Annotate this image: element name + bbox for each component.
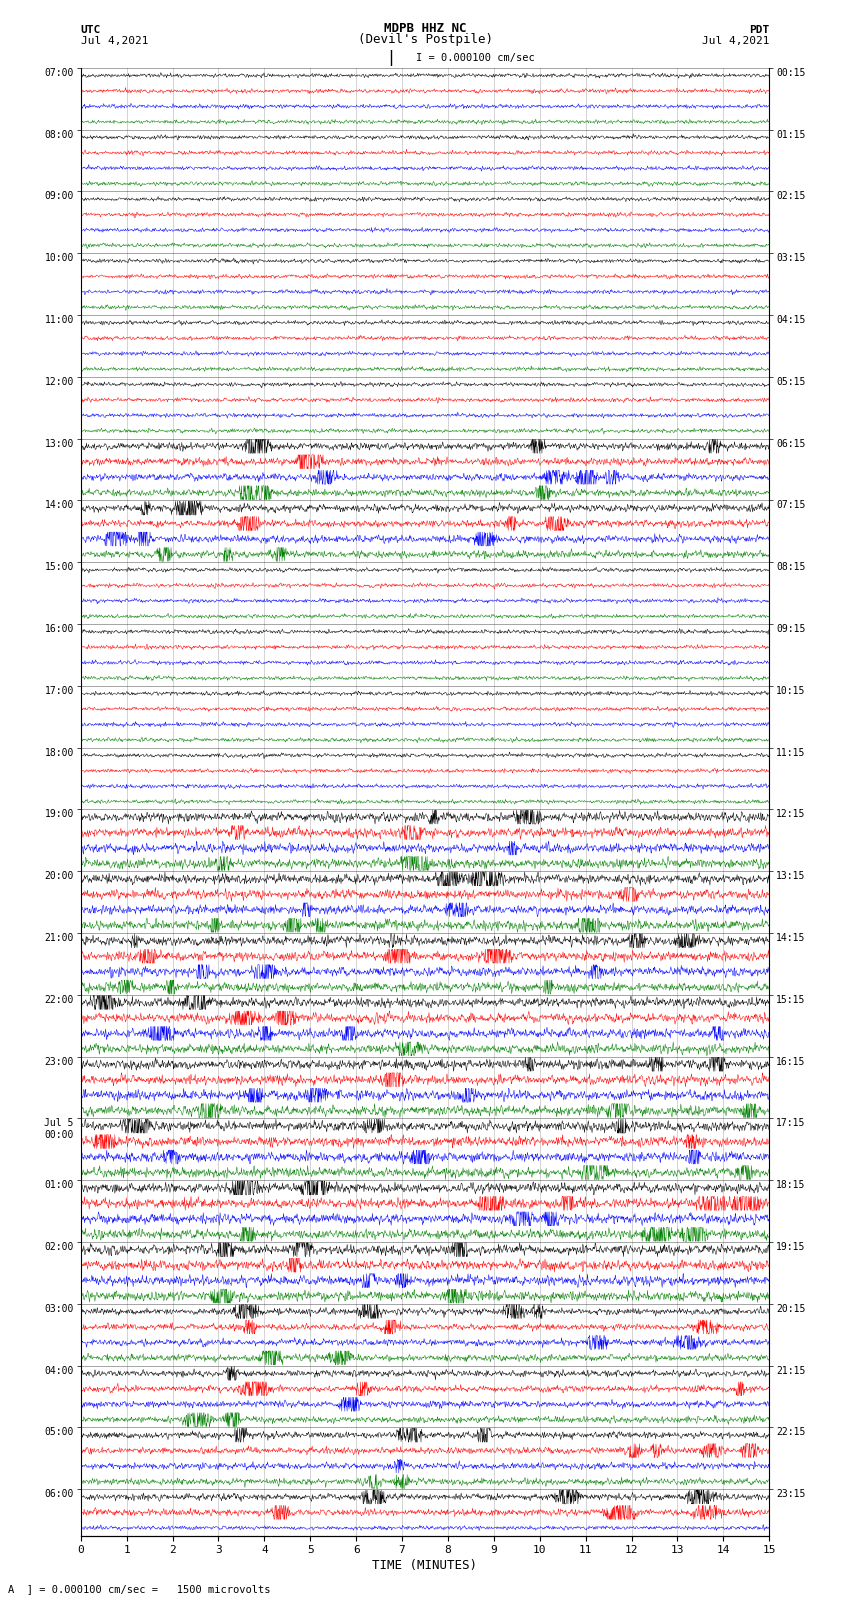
Text: I = 0.000100 cm/sec: I = 0.000100 cm/sec [416,53,536,63]
Text: PDT: PDT [749,24,769,35]
Text: Jul 4,2021: Jul 4,2021 [81,35,148,45]
Text: Jul 4,2021: Jul 4,2021 [702,35,769,45]
X-axis label: TIME (MINUTES): TIME (MINUTES) [372,1560,478,1573]
Text: MDPB HHZ NC: MDPB HHZ NC [383,21,467,35]
Text: (Devil's Postpile): (Devil's Postpile) [358,32,492,45]
Text: UTC: UTC [81,24,101,35]
Text: A  ] = 0.000100 cm/sec =   1500 microvolts: A ] = 0.000100 cm/sec = 1500 microvolts [8,1584,271,1594]
